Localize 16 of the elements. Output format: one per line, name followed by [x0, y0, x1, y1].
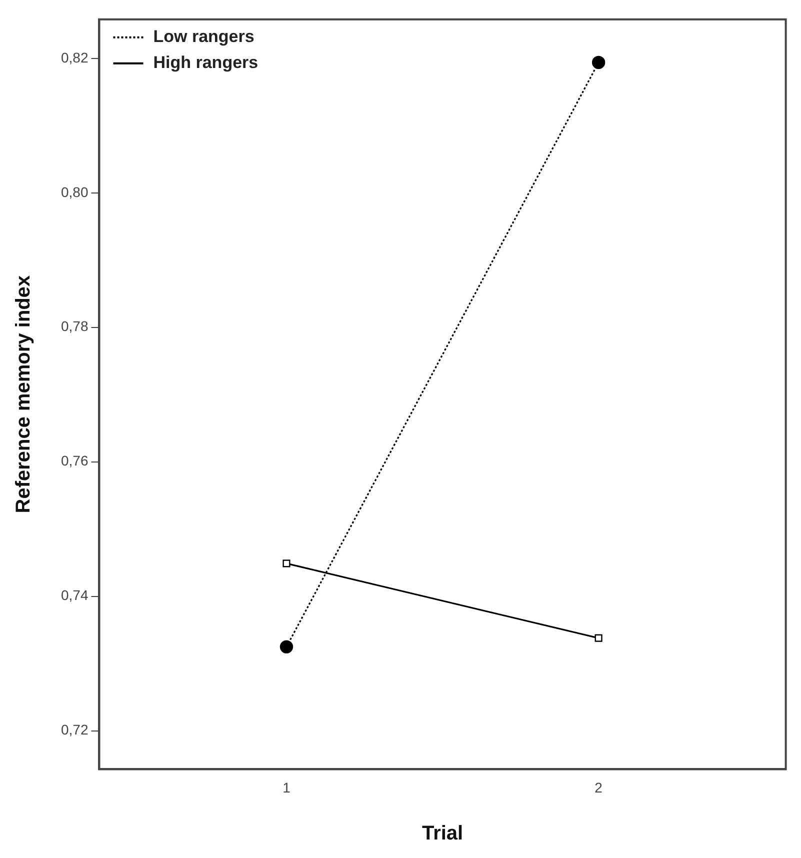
- point: [594, 634, 602, 642]
- x-tick-label: 1: [282, 779, 291, 796]
- legend-label: High rangers: [153, 53, 258, 72]
- y-tick-label: 0,78: [61, 318, 88, 334]
- y-tick-label: 0,76: [61, 452, 88, 469]
- y-tick-label: 0,74: [61, 587, 88, 604]
- point: [280, 640, 294, 654]
- x-axis-title: Trial: [422, 822, 464, 845]
- point: [592, 56, 606, 70]
- point: [282, 560, 290, 568]
- y-tick-label: 0,82: [61, 49, 88, 66]
- x-tick-label: 2: [594, 779, 603, 796]
- legend-label: Low rangers: [153, 27, 254, 46]
- y-tick-label: 0,72: [61, 722, 88, 738]
- y-axis-title: Reference memory index: [12, 275, 35, 514]
- y-tick-label: 0,80: [61, 184, 88, 200]
